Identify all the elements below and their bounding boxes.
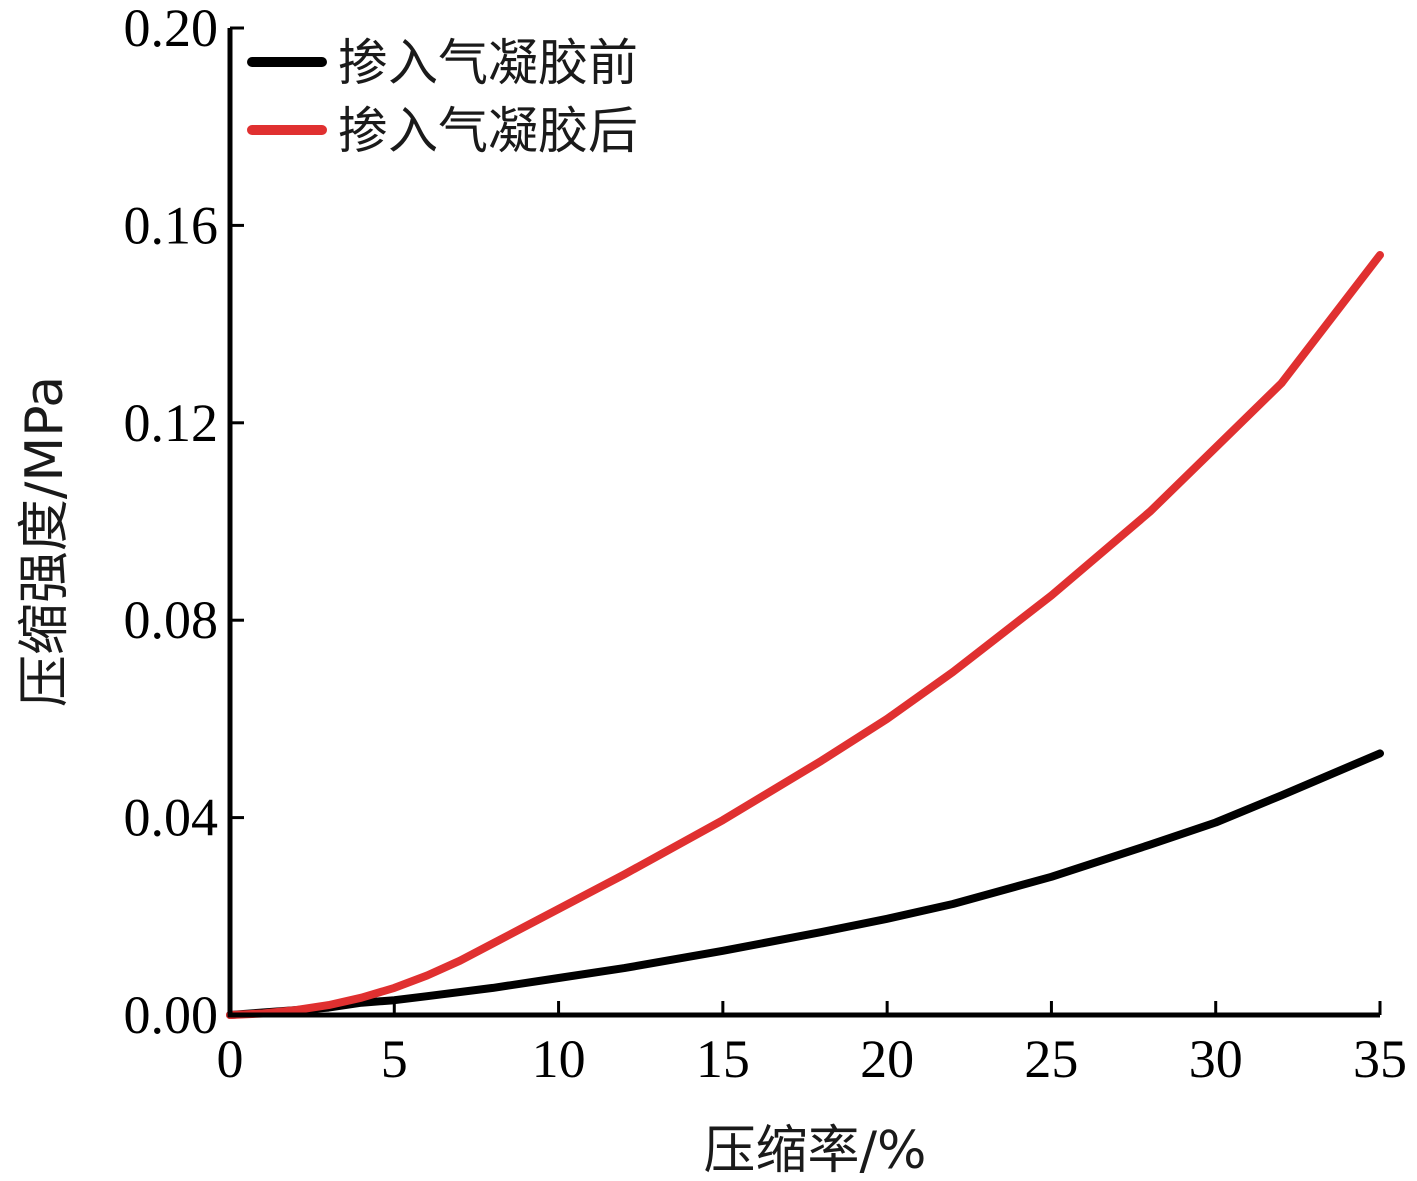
series-layer xyxy=(226,251,1384,1019)
y-tick-label: 0.00 xyxy=(124,985,219,1045)
x-tick-label: 0 xyxy=(217,1029,244,1089)
y-tick-label: 0.08 xyxy=(124,590,219,650)
x-tick-label: 15 xyxy=(696,1029,750,1089)
y-tick-label: 0.16 xyxy=(124,195,219,255)
y-tick-label: 0.12 xyxy=(124,393,219,453)
y-tick-label: 0.20 xyxy=(124,0,219,58)
plot-area: 0.00 0.04 0.08 0.12 0.16 0.20 0 5 10 15 20 25 30 35 xyxy=(124,0,1408,1089)
x-tick-label: 20 xyxy=(860,1029,914,1089)
y-axis-ticks: 0.00 0.04 0.08 0.12 0.16 0.20 xyxy=(124,0,244,1045)
x-tick-label: 5 xyxy=(381,1029,408,1089)
x-tick-label: 35 xyxy=(1353,1029,1407,1089)
x-axis-title: 压缩率/% xyxy=(704,1121,927,1181)
series-line-2 xyxy=(226,251,1384,1019)
x-tick-label: 30 xyxy=(1189,1029,1243,1089)
y-axis-title: 压缩强度/MPa xyxy=(15,376,75,707)
series-line-1 xyxy=(226,749,1384,1019)
legend-label-1: 掺入气凝胶前 xyxy=(338,34,638,92)
x-tick-label: 10 xyxy=(532,1029,586,1089)
x-tick-label: 25 xyxy=(1024,1029,1078,1089)
y-tick-label: 0.04 xyxy=(124,788,219,848)
x-axis-ticks: 0 5 10 15 20 25 30 35 xyxy=(217,1001,1407,1089)
legend-label-2: 掺入气凝胶后 xyxy=(338,102,638,160)
